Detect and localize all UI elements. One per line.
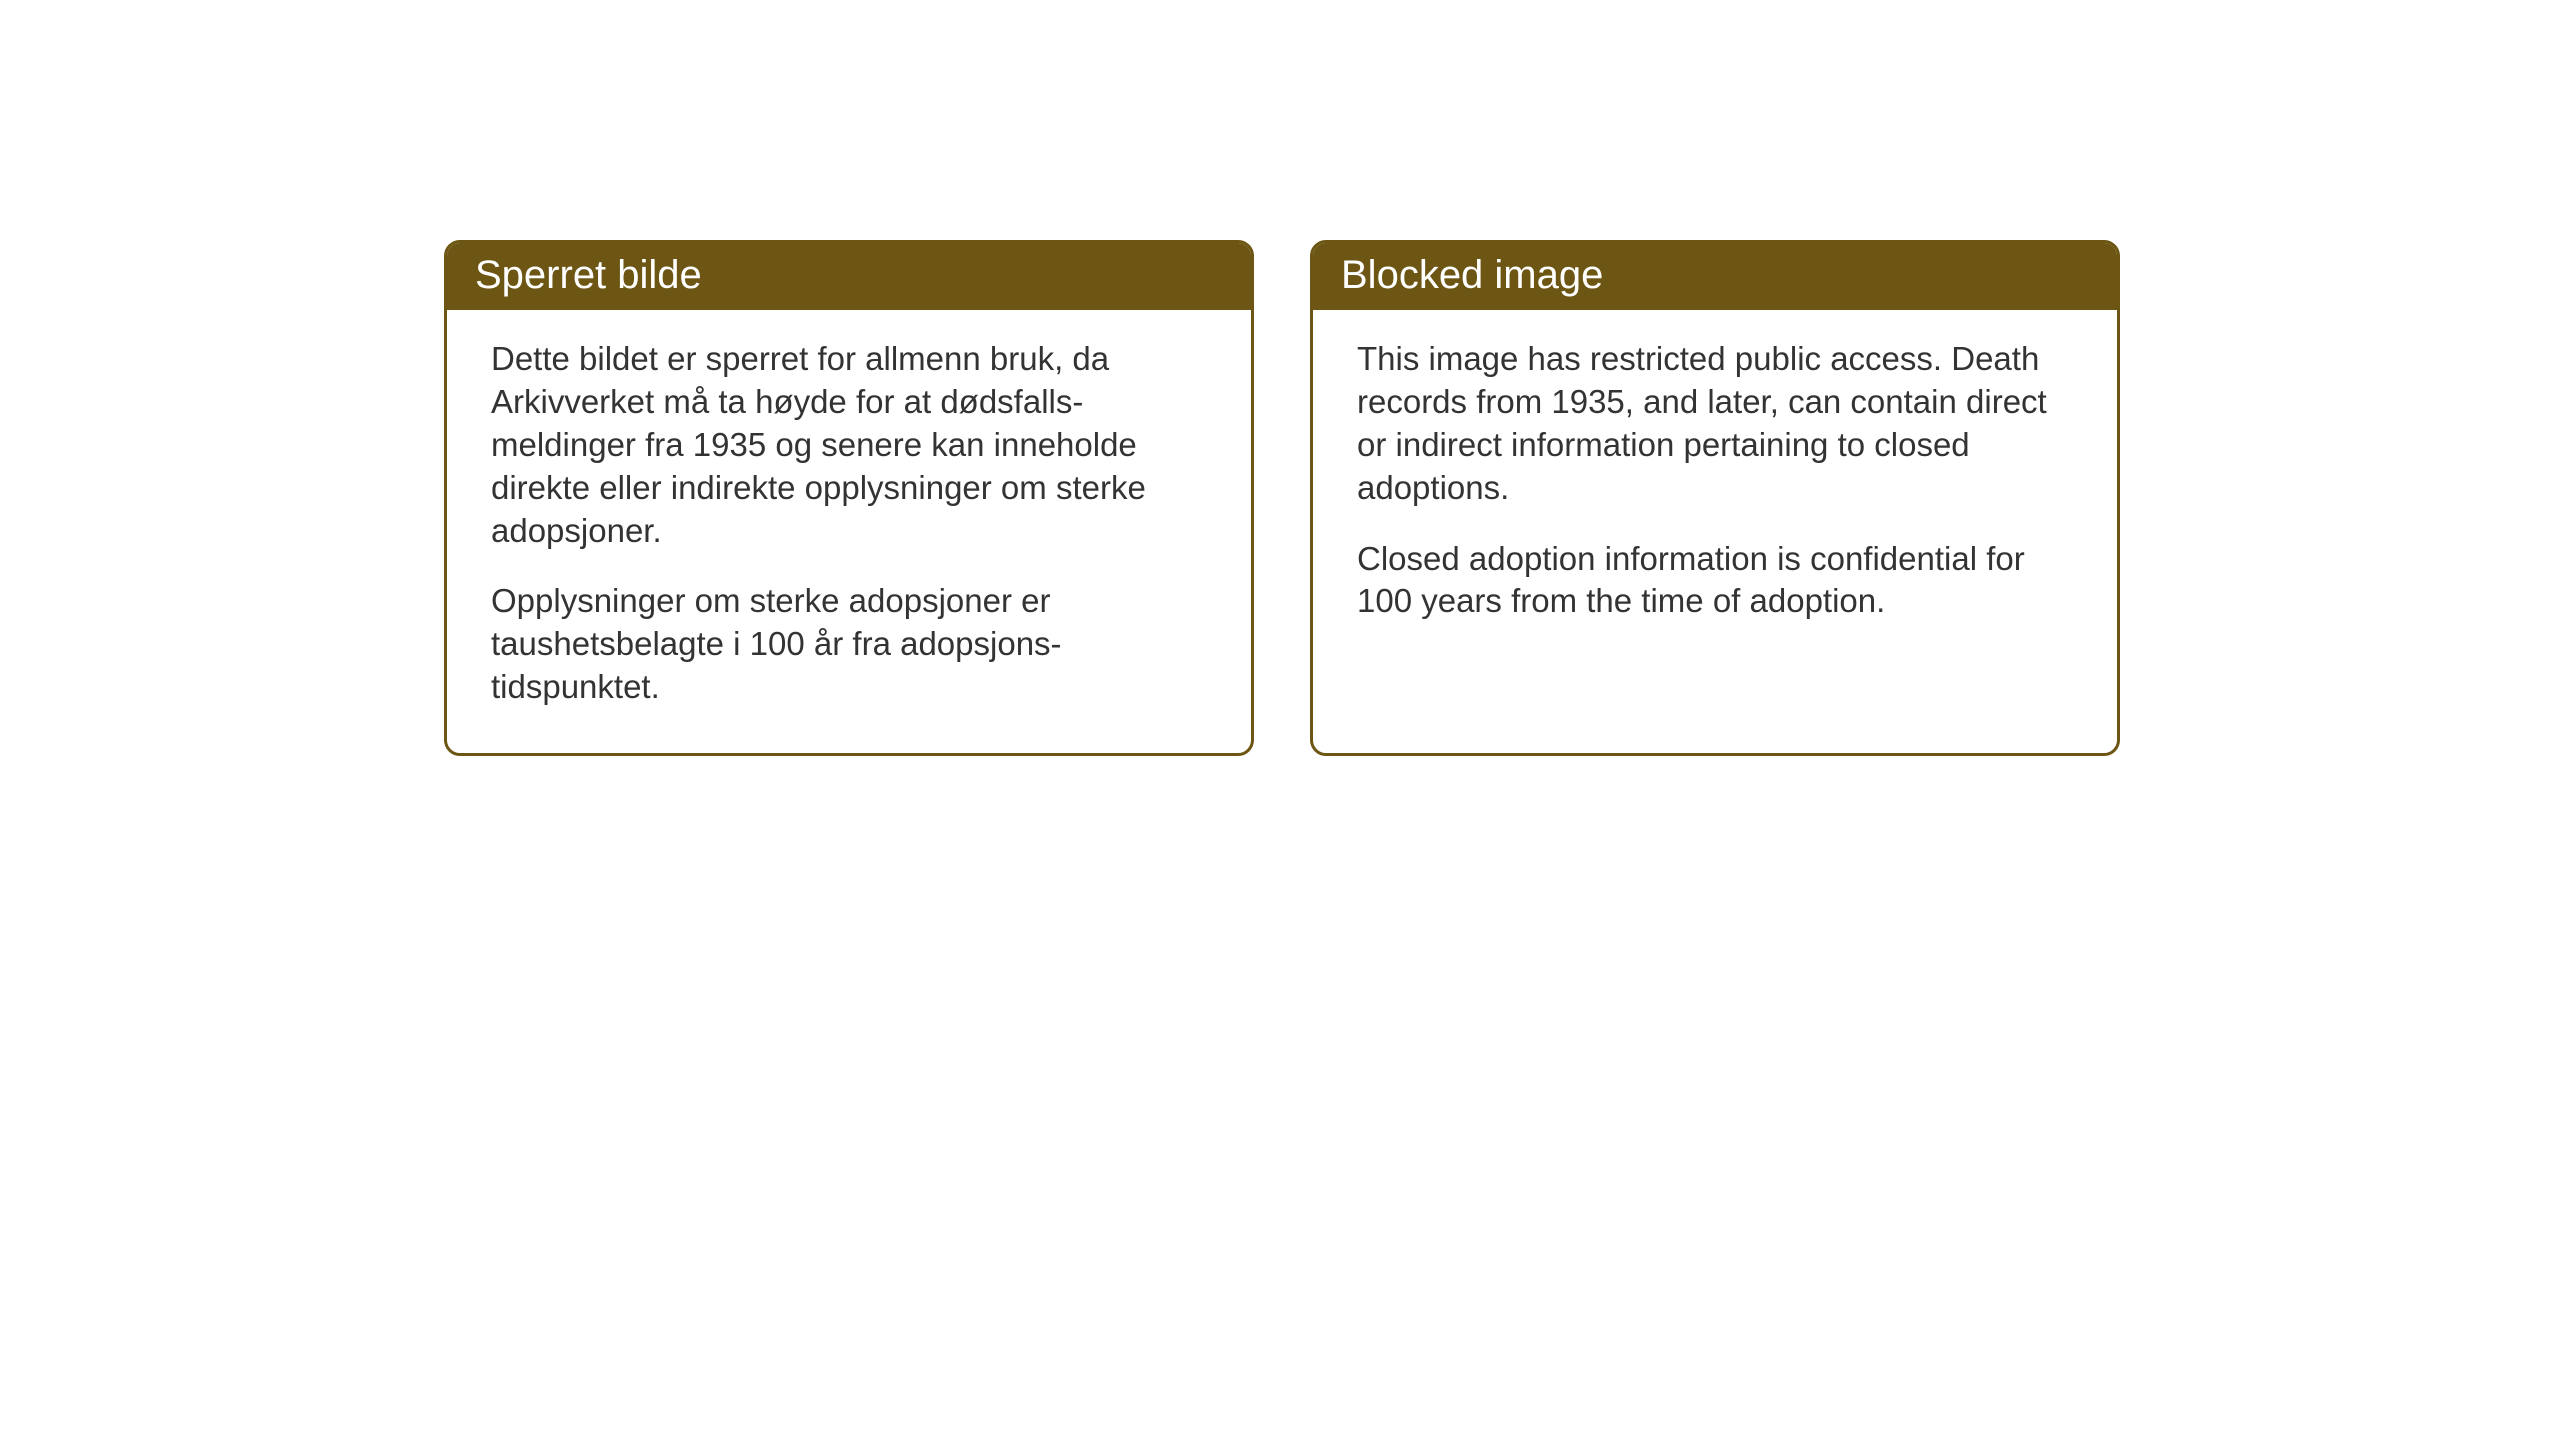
notice-body-english: This image has restricted public access.… <box>1313 310 2117 667</box>
notice-paragraph: Closed adoption information is confident… <box>1357 538 2073 624</box>
notice-container: Sperret bilde Dette bildet er sperret fo… <box>444 240 2120 756</box>
notice-header-norwegian: Sperret bilde <box>447 243 1251 310</box>
notice-header-english: Blocked image <box>1313 243 2117 310</box>
notice-body-norwegian: Dette bildet er sperret for allmenn bruk… <box>447 310 1251 753</box>
notice-card-english: Blocked image This image has restricted … <box>1310 240 2120 756</box>
notice-paragraph: Opplysninger om sterke adopsjoner er tau… <box>491 580 1207 709</box>
notice-paragraph: Dette bildet er sperret for allmenn bruk… <box>491 338 1207 552</box>
notice-paragraph: This image has restricted public access.… <box>1357 338 2073 510</box>
notice-card-norwegian: Sperret bilde Dette bildet er sperret fo… <box>444 240 1254 756</box>
